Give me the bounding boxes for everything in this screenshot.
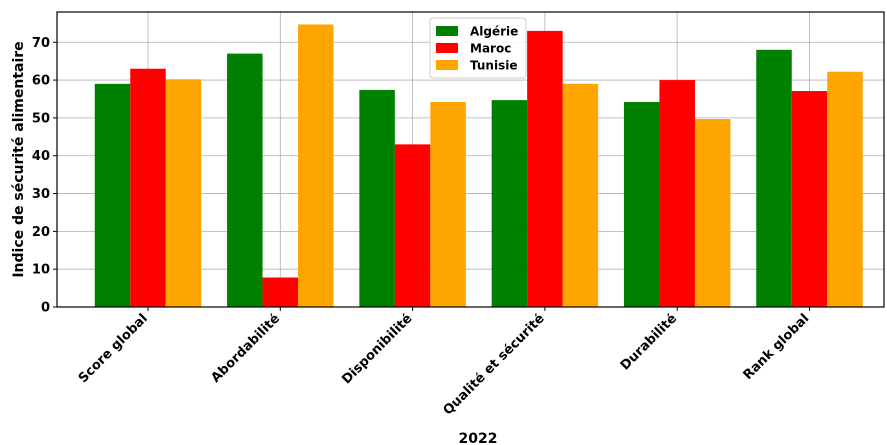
x-tick-label: Score global (76, 311, 151, 386)
y-tick-label: 50 (32, 111, 50, 126)
bar (694, 119, 731, 308)
bar (359, 89, 395, 308)
y-tick-label: 10 (32, 263, 50, 278)
x-tick-label: Rank global (741, 311, 813, 383)
x-tick-label: Abordabilité (209, 311, 284, 386)
y-axis-ticks: 0 10 20 30 40 50 60 70 (32, 36, 57, 316)
legend-swatch (436, 60, 458, 70)
bars (94, 24, 863, 308)
bar (623, 102, 660, 307)
bar (94, 83, 131, 307)
x-axis-title: 2022 (459, 431, 498, 445)
bar (298, 24, 334, 307)
legend-entry: Maroc (470, 42, 511, 56)
bar (791, 91, 828, 308)
y-tick-label: 40 (32, 149, 50, 164)
y-tick-label: 20 (32, 225, 50, 240)
x-tick-label: Durabilité (618, 311, 680, 373)
y-tick-label: 60 (32, 74, 50, 89)
legend-entry: Algérie (470, 25, 518, 39)
x-tick-label: Disponibilité (339, 311, 415, 387)
legend-swatch (436, 26, 458, 36)
bar (491, 100, 528, 307)
bar (227, 53, 263, 307)
x-axis-ticks: Score global Abordabilité Disponibilité Qua… (76, 307, 812, 418)
bar (527, 30, 563, 308)
y-tick-label: 0 (41, 301, 50, 316)
legend-entry: Tunisie (470, 59, 517, 73)
legend: Algérie Maroc Tunisie (429, 17, 527, 79)
plot-frame (56, 11, 885, 308)
bar (430, 102, 466, 307)
legend-swatch (436, 43, 458, 53)
bar (827, 71, 863, 307)
bar (659, 80, 695, 307)
y-tick-label: 70 (32, 36, 50, 51)
bar (562, 83, 599, 307)
bar (394, 144, 431, 307)
bar (756, 49, 792, 307)
y-axis-title: Indice de sécurité alimentaire (11, 41, 27, 277)
bar (130, 68, 166, 307)
bar (262, 277, 299, 307)
bar (165, 79, 202, 307)
x-tick-label: Qualité et sécurité (441, 311, 548, 418)
y-tick-label: 30 (32, 187, 50, 202)
